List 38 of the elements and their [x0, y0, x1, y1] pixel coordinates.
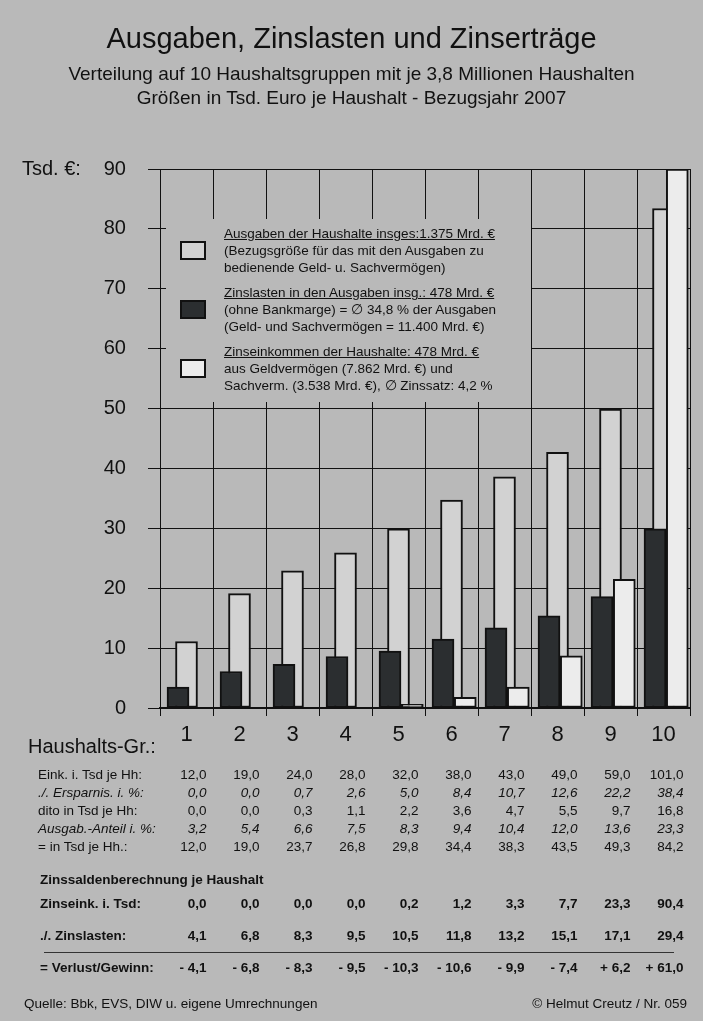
- x-tick-label: 3: [286, 721, 299, 747]
- y-tick-label: 10: [103, 635, 126, 658]
- x-tick-label: 7: [498, 721, 511, 747]
- y-tick-label: 70: [103, 276, 126, 299]
- text: dito in Tsd je Hh: 0,0 0,0 0,3 1,1 2,2 3,6 4,7 5,5 9,7 16,8: [38, 803, 684, 818]
- x-tick-label: 2: [233, 721, 246, 747]
- text: = in Tsd je Hh.: 12,0 19,0 23,7 26,8 29,8 34,4 38,3 43,5 49,3 84,2: [38, 839, 684, 854]
- y-tick-label: 50: [103, 396, 126, 419]
- x-tick-label: 10: [651, 721, 676, 747]
- text: Zinseink. i. Tsd: 0,0 0,0 0,0 0,0 0,2 1,2 3,3 7,7 23,3 90,4: [40, 896, 684, 911]
- y-tick-label: 30: [103, 515, 126, 538]
- y-axis-title: Tsd. €:: [22, 156, 81, 179]
- y-tick-label: 90: [103, 156, 126, 179]
- legend-label: Ausgaben der Haushalte insges:1.375 Mrd. € (Bezugsgröße für das mit den Ausgaben zu bedienende Geld- u. Sachvermögen): [224, 225, 495, 276]
- y-tick-label: 0: [114, 695, 126, 718]
- x-tick-label: 8: [551, 721, 564, 747]
- chart-subtitle: Verteilung auf 10 Haushaltsgruppen mit je 3,8 Millionen Haushalten Größen in Tsd. Euro je Haushalt - Bezugsjahr 2007: [67, 62, 636, 110]
- chart-title: Ausgaben, Zinslasten und Zinserträge: [105, 22, 598, 55]
- y-tick-label: 40: [103, 455, 126, 478]
- y-tick-label: 80: [103, 216, 126, 239]
- text: = Verlust/Gewinn: - 4,1 - 6,8 - 8,3 - 9,5 - 10,3 - 10,6 - 9,9 - 7,4 + 6,2 + 61,0: [40, 960, 684, 975]
- source-note: Quelle: Bbk, EVS, DIW u. eigene Umrechnungen: [24, 996, 318, 1011]
- x-tick-label: 6: [445, 721, 458, 747]
- text: Ausgab.-Anteil i. %: 3,2 5,4 6,6 7,5 8,3 9,4 10,4 12,0 13,6 23,3: [38, 821, 684, 836]
- text: © Helmut Creutz / Nr. 059: [532, 996, 687, 1011]
- legend-label: Zinseinkommen der Haushalte: 478 Mrd. € aus Geldvermögen (7.862 Mrd. €) und Sachverm. (3.538 Mrd. €), ∅ Zinssatz: 4,2 %: [224, 343, 493, 394]
- x-tick-label: 4: [339, 721, 352, 747]
- y-tick-label: 60: [103, 336, 126, 359]
- x-tick-label: 9: [604, 721, 617, 747]
- text: ./. Ersparnis. i. %: 0,0 0,0 0,7 2,6 5,0 8,4 10,7 12,6 22,2 38,4: [38, 785, 684, 800]
- legend-label: Zinslasten in den Ausgaben insg.: 478 Mrd. € (ohne Bankmarge) = ∅ 34,8 % der Ausgaben (Geld- und Sachvermögen = 11.400 Mrd. €): [224, 284, 497, 335]
- y-tick-label: 20: [103, 575, 126, 598]
- text: ./. Zinslasten: 4,1 6,8 8,3 9,5 10,5 11,8 13,2 15,1 17,1 29,4: [40, 928, 684, 943]
- x-axis-title: Haushalts-Gr.:: [28, 734, 156, 757]
- x-tick-label: 1: [180, 721, 193, 747]
- x-tick-label: 5: [392, 721, 405, 747]
- text: Zinssaldenberechnung je Haushalt: [40, 872, 264, 887]
- text: Eink. i. Tsd je Hh: 12,0 19,0 24,0 28,0 32,0 38,0 43,0 49,0 59,0 101,0: [38, 767, 684, 782]
